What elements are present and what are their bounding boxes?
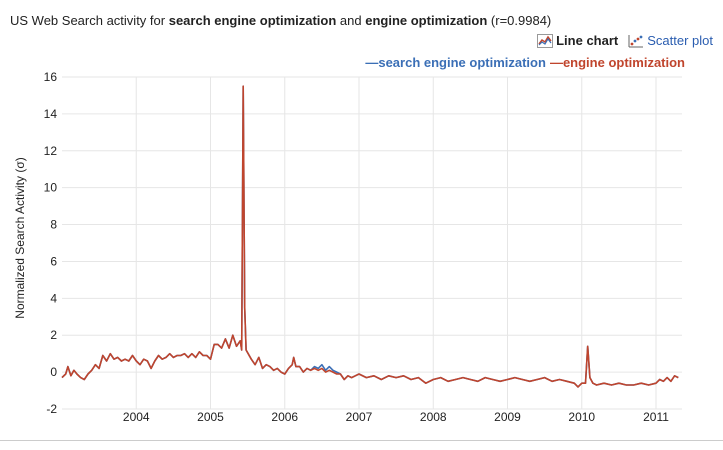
- scatter-plot-icon: [628, 34, 644, 47]
- series-line-1: [61, 85, 679, 388]
- legend-series-2: —engine optimization: [549, 55, 685, 70]
- x-tick-label: 2011: [643, 410, 669, 424]
- line-chart-icon: [537, 33, 554, 48]
- title-term-1: search engine optimization: [168, 13, 337, 28]
- title-term-2: engine optimization: [365, 13, 488, 28]
- y-tick-label: 6: [50, 254, 57, 268]
- x-tick-label: 2010: [568, 410, 595, 424]
- y-tick-label: 8: [50, 218, 57, 232]
- line-chart-label: Line chart: [556, 33, 619, 48]
- x-tick-label: 2007: [346, 410, 373, 424]
- y-tick-label: 16: [44, 70, 58, 84]
- line-chart-mode[interactable]: Line chart: [537, 33, 618, 48]
- chart-mode-switch: Line chart Scatter plot: [537, 33, 713, 48]
- bottom-divider: [0, 440, 723, 441]
- chart-legend: —search engine optimization —engine optim…: [365, 55, 685, 70]
- y-tick-label: 4: [50, 291, 57, 305]
- x-tick-label: 2004: [123, 410, 150, 424]
- x-tick-label: 2005: [197, 410, 224, 424]
- x-tick-label: 2009: [494, 410, 521, 424]
- x-tick-label: 2006: [271, 410, 298, 424]
- y-tick-label: 10: [44, 181, 58, 195]
- y-tick-label: 2: [50, 328, 57, 342]
- y-tick-label: 14: [44, 107, 58, 121]
- x-tick-label: 2008: [420, 410, 447, 424]
- scatter-plot-label: Scatter plot: [647, 33, 713, 48]
- title-join: and: [336, 13, 366, 28]
- legend-series-1: —search engine optimization: [365, 55, 546, 70]
- y-tick-label: 0: [50, 365, 57, 379]
- title-suffix: (r=0.9984): [487, 13, 552, 28]
- y-tick-label: -2: [46, 402, 57, 416]
- chart-title: US Web Search activity for search engine…: [10, 13, 551, 28]
- scatter-plot-mode[interactable]: Scatter plot: [628, 33, 713, 48]
- title-prefix: US Web Search activity for: [10, 13, 169, 28]
- series-line-2: [61, 85, 679, 388]
- y-tick-label: 12: [44, 144, 58, 158]
